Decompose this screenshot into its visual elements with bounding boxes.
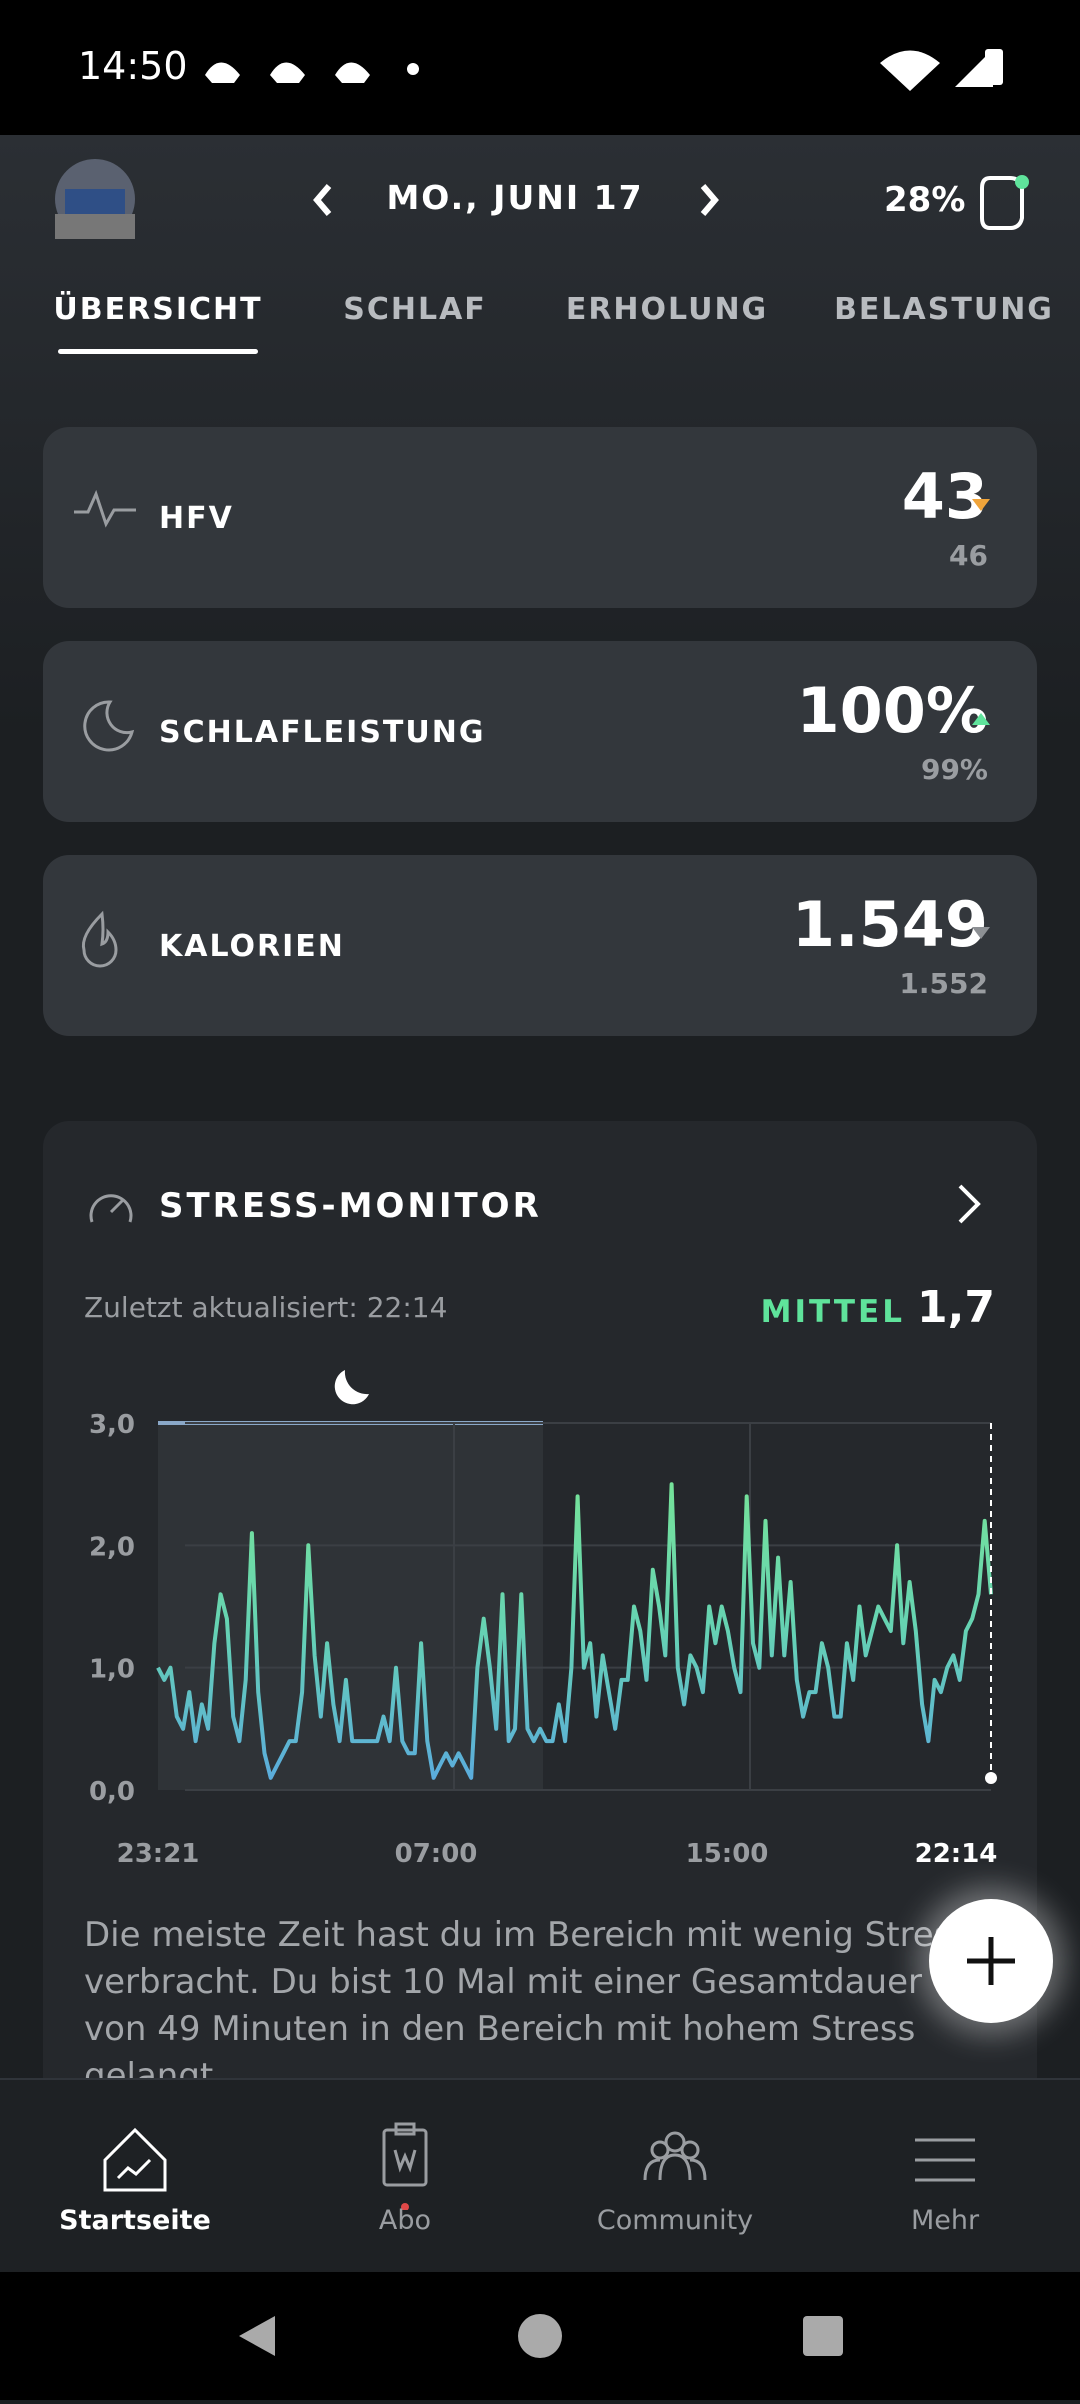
date: MO., JUNI 17 (386, 178, 644, 217)
card-baseline: 1.552 (899, 967, 988, 1000)
y-tick-label: 3,0 (89, 1410, 135, 1440)
stress-chart: 0,0 1,0 2,0 3,0 23:21 07:00 15:00 22:14 (89, 1370, 998, 1869)
card-baseline: 99% (920, 753, 988, 786)
card-icon-svg (74, 489, 136, 528)
status-bar: 14:50 (0, 0, 1080, 135)
y-tick-label: 2,0 (89, 1532, 135, 1562)
tab[interactable]: ÜBERSICHT (53, 292, 263, 327)
trend-arrow-svg (972, 927, 990, 939)
x-tick-label: 22:14 (915, 1839, 998, 1869)
stress-level: MITTEL (760, 1294, 905, 1330)
trend-arrow (970, 923, 994, 947)
card-icon (70, 482, 140, 556)
system-nav-icons (239, 2314, 843, 2358)
trend-arrow-svg (972, 499, 990, 511)
card-label: HFV (159, 501, 234, 536)
trend-arrow-svg (972, 713, 990, 725)
system-icons (880, 49, 1003, 91)
x-tick-label: 15:00 (686, 1839, 769, 1869)
tab-underline (58, 349, 258, 354)
card-value: 1.549 (791, 888, 988, 961)
nav-icons (103, 2122, 975, 2210)
date-arrows[interactable] (305, 180, 725, 220)
metric-card[interactable] (43, 427, 1037, 608)
moon-icon (334, 1370, 369, 1405)
metric-card[interactable] (43, 641, 1037, 822)
card-baseline: 46 (949, 539, 988, 572)
x-tick-label: 23:21 (117, 1839, 200, 1869)
clock: 14:50 (78, 44, 188, 88)
description: Die meiste Zeit hast du im Bereich mit w… (84, 1915, 970, 2096)
y-tick-label: 1,0 (89, 1655, 135, 1685)
updated: Zuletzt aktualisiert: 22:14 (84, 1291, 448, 1324)
chevron[interactable] (950, 1182, 990, 1226)
nav-label[interactable]: Abo (378, 2205, 432, 2236)
x-tick-label: 07:00 (395, 1839, 478, 1869)
now-dot (985, 1772, 997, 1784)
card-icon-svg (83, 700, 135, 752)
card-value: 100% (796, 674, 988, 747)
tab[interactable]: BELASTUNG (834, 292, 1054, 327)
plus-icon (967, 1937, 1015, 1985)
stress-title: STRESS-MONITOR (159, 1186, 542, 1226)
y-tick-label: 0,0 (89, 1777, 135, 1807)
metric-card[interactable] (43, 855, 1037, 1036)
card-value: 43 (901, 460, 988, 533)
card-icon-svg (81, 910, 118, 968)
nav-label[interactable]: Community (596, 2205, 754, 2236)
card-icon (70, 696, 140, 770)
card-icon (70, 910, 140, 984)
system-nav (0, 2272, 1080, 2400)
add-button[interactable] (929, 1899, 1053, 2023)
trend-arrow (970, 709, 994, 733)
avatar[interactable] (55, 159, 135, 239)
device-icon[interactable] (975, 170, 1035, 235)
tab[interactable]: SCHLAF (343, 292, 487, 327)
tab[interactable]: ERHOLUNG (565, 292, 769, 327)
trend-arrow (970, 495, 994, 519)
card-label: SCHLAFLEISTUNG (159, 715, 486, 750)
status-icons (205, 62, 419, 83)
battery: 28% (884, 180, 966, 220)
gauge-icon (89, 1194, 133, 1223)
stress-line (156, 1482, 993, 1780)
nav-label[interactable]: Mehr (910, 2205, 980, 2236)
nav-label[interactable]: Startseite (59, 2205, 211, 2236)
bottom-nav (0, 2078, 1080, 2274)
stress-average: 1,7 (917, 1282, 995, 1333)
card-label: KALORIEN (159, 929, 345, 964)
